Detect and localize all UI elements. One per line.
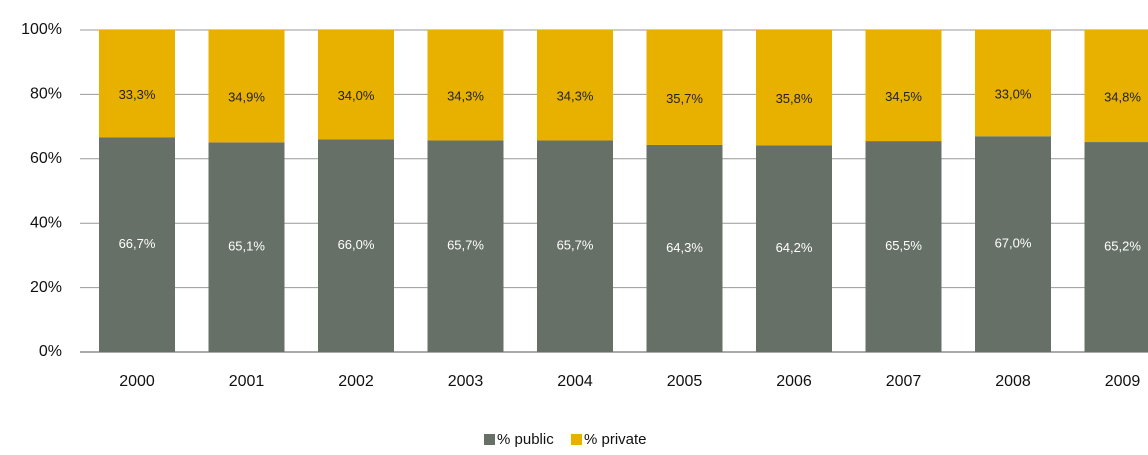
y-tick-label: 80% [30, 86, 62, 103]
x-tick-label: 2009 [1105, 373, 1141, 390]
bar-segment [537, 140, 613, 352]
bar-segment [865, 141, 942, 352]
bar-segment [1084, 30, 1148, 143]
legend-label: % public [497, 431, 554, 448]
legend-swatch [571, 434, 582, 445]
y-tick-label: 40% [30, 214, 62, 231]
y-tick-label: 60% [30, 150, 62, 167]
value-label: 34,9% [228, 90, 265, 105]
bar-segment [427, 140, 504, 352]
value-label: 64,3% [666, 240, 703, 255]
value-label: 64,2% [776, 240, 813, 255]
y-tick-label: 100% [21, 21, 62, 38]
bar-segment [865, 30, 942, 142]
bar-segment [99, 30, 175, 138]
value-label: 34,0% [338, 88, 375, 103]
x-tick-label: 2003 [448, 373, 484, 390]
bar-segment [646, 30, 723, 145]
bar-segment [646, 144, 723, 352]
value-label: 33,0% [995, 87, 1032, 102]
value-label: 35,7% [666, 91, 703, 106]
value-label: 66,0% [338, 237, 375, 252]
bar-segment [318, 30, 394, 140]
y-tick-label: 0% [39, 343, 62, 360]
value-label: 67,0% [995, 236, 1032, 251]
value-label: 35,8% [776, 91, 813, 106]
bar-segment [318, 139, 394, 352]
value-label: 34,3% [557, 89, 594, 104]
bar-segment [99, 137, 175, 352]
x-tick-label: 2002 [338, 373, 374, 390]
value-label: 65,2% [1104, 238, 1141, 253]
value-label: 65,7% [447, 238, 484, 253]
bar-segment [427, 30, 504, 141]
value-label: 34,3% [447, 89, 484, 104]
value-label: 66,7% [119, 236, 156, 251]
legend-label: % private [584, 431, 647, 448]
x-tick-label: 2006 [776, 373, 812, 390]
value-label: 65,5% [885, 238, 922, 253]
bar-segment [975, 30, 1051, 137]
value-label: 33,3% [119, 87, 156, 102]
y-tick-label: 20% [30, 279, 62, 296]
x-tick-label: 2007 [886, 373, 922, 390]
x-tick-label: 2008 [995, 373, 1031, 390]
value-label: 34,8% [1104, 89, 1141, 104]
bar-segment [537, 30, 613, 141]
value-label: 34,5% [885, 89, 922, 104]
x-tick-label: 2001 [229, 373, 265, 390]
x-tick-label: 2004 [557, 373, 593, 390]
x-tick-label: 2000 [119, 373, 155, 390]
x-tick-label: 2005 [667, 373, 703, 390]
bar-segment [756, 30, 832, 146]
bar-segment [208, 30, 285, 143]
bar-segment [208, 142, 285, 352]
bar-segment [975, 136, 1051, 352]
bar-segment [756, 145, 832, 352]
legend-swatch [484, 434, 495, 445]
value-label: 65,7% [557, 238, 594, 253]
value-label: 65,1% [228, 239, 265, 254]
bar-segment [1084, 142, 1148, 352]
